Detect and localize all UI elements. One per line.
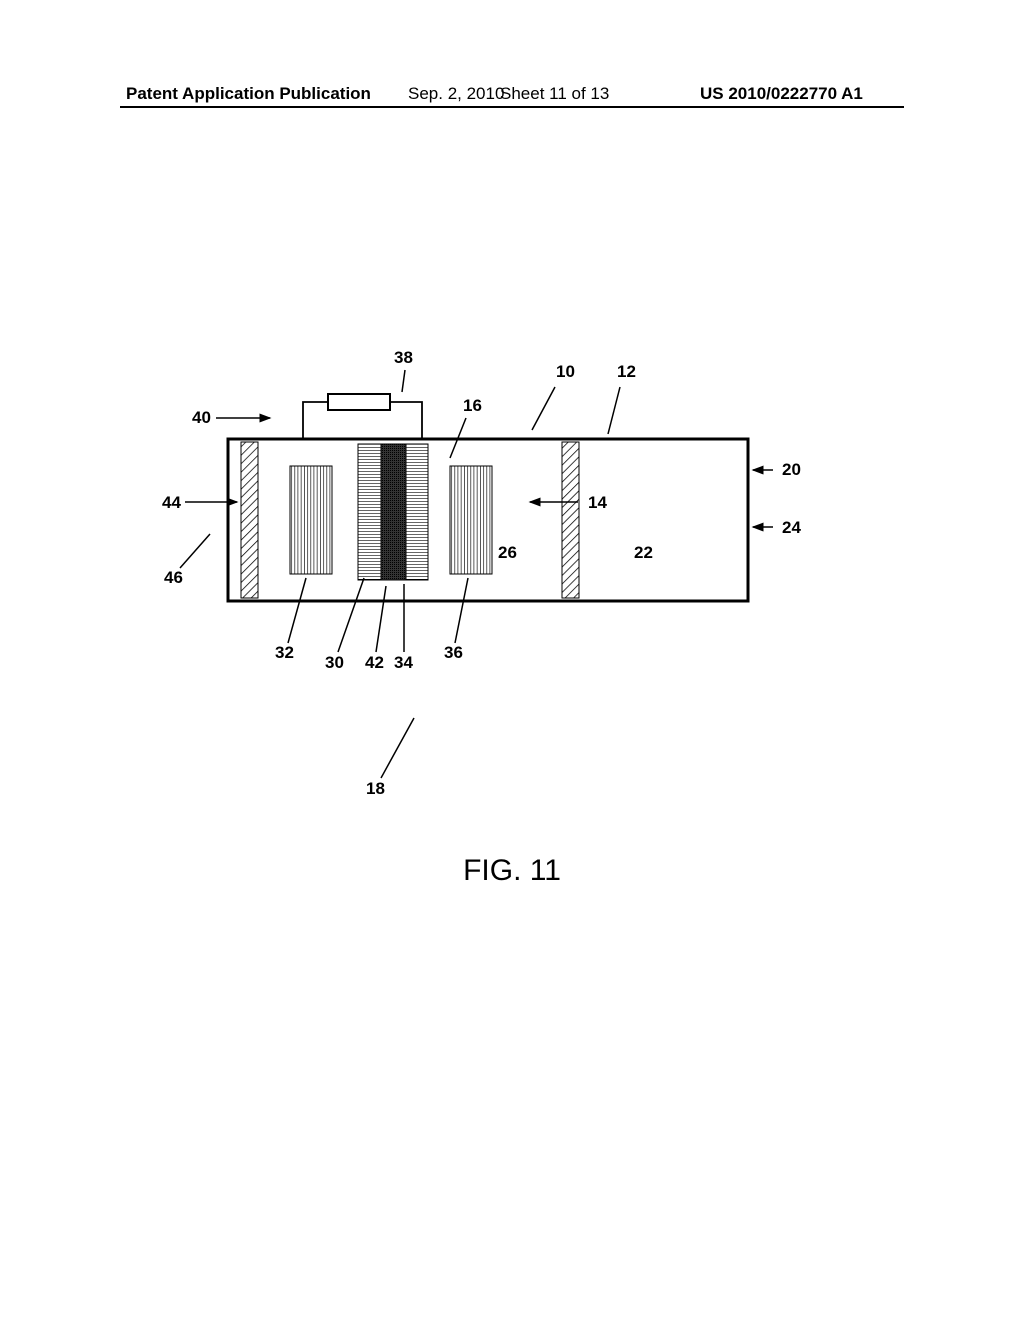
- svg-text:36: 36: [444, 643, 463, 662]
- svg-text:34: 34: [394, 653, 413, 672]
- svg-text:40: 40: [192, 408, 211, 427]
- svg-text:14: 14: [588, 493, 607, 512]
- svg-text:30: 30: [325, 653, 344, 672]
- svg-text:20: 20: [782, 460, 801, 479]
- svg-text:24: 24: [782, 518, 801, 537]
- svg-text:38: 38: [394, 348, 413, 367]
- svg-text:22: 22: [634, 543, 653, 562]
- svg-text:44: 44: [162, 493, 181, 512]
- svg-text:10: 10: [556, 362, 575, 381]
- svg-text:42: 42: [365, 653, 384, 672]
- svg-text:26: 26: [498, 543, 517, 562]
- svg-text:16: 16: [463, 396, 482, 415]
- svg-text:18: 18: [366, 779, 385, 798]
- svg-text:46: 46: [164, 568, 183, 587]
- svg-text:12: 12: [617, 362, 636, 381]
- figure-caption: FIG. 11: [463, 854, 561, 888]
- page: Patent Application Publication Sep. 2, 2…: [0, 0, 1024, 1320]
- svg-text:32: 32: [275, 643, 294, 662]
- figure-diagram: 38 10 12 16 40 44 14 20 24 26 22 46 32 30 42 34 36 18: [0, 0, 1024, 1000]
